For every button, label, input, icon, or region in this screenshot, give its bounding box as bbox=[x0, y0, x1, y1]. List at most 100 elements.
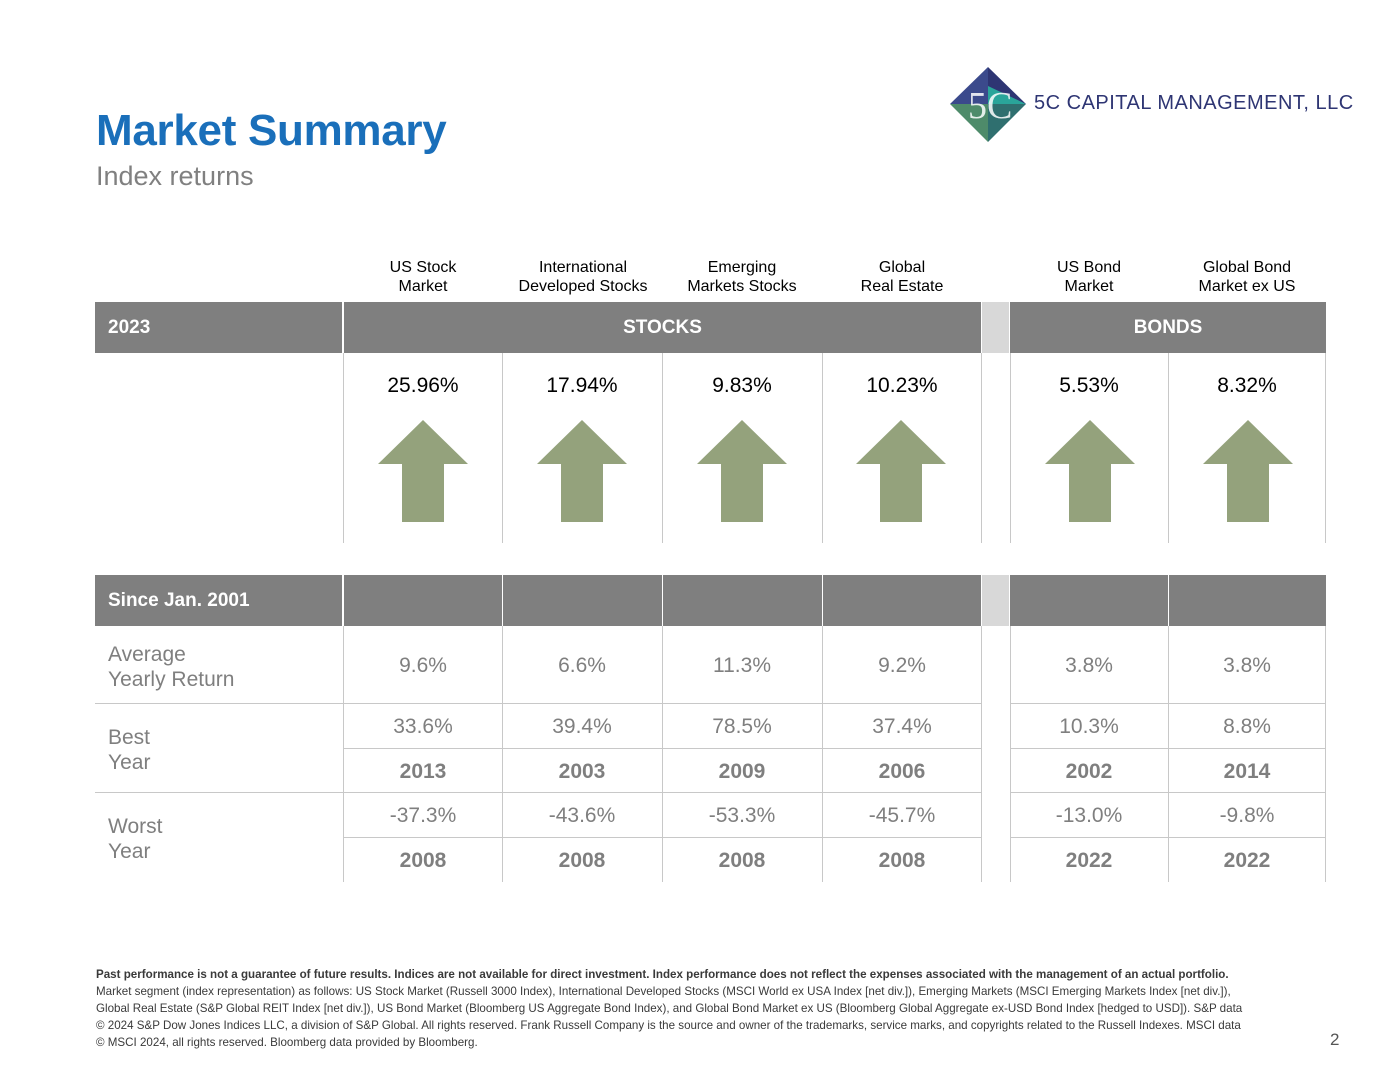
row-label-average: Average Yearly Return bbox=[108, 643, 235, 691]
worst-return-global-bond: -9.8% bbox=[1219, 804, 1275, 827]
divider bbox=[502, 353, 503, 543]
divider bbox=[1325, 626, 1326, 882]
disclaimer-bold-line: Past performance is not a guarantee of f… bbox=[96, 968, 1229, 981]
worst-return-us-stock: -37.3% bbox=[389, 804, 457, 827]
company-name: 5C CAPITAL MANAGEMENT, LLC bbox=[1034, 92, 1354, 114]
worst-return-global-real-estate: -45.7% bbox=[868, 804, 936, 827]
arrow-up-icon bbox=[378, 420, 468, 522]
logo-mark-text: 5C bbox=[968, 85, 1012, 127]
since-band-cell bbox=[503, 575, 662, 626]
best-year-emerging: 2009 bbox=[718, 760, 766, 783]
logo-mark-icon: 5C bbox=[950, 67, 1026, 142]
return-2023-intl-developed: 17.94% bbox=[546, 374, 618, 397]
worst-year-global-real-estate: 2008 bbox=[878, 849, 926, 872]
worst-year-intl-developed: 2008 bbox=[558, 849, 606, 872]
company-logo: 5C 5C CAPITAL MANAGEMENT, LLC bbox=[950, 66, 1353, 144]
row-divider bbox=[343, 748, 981, 749]
since-band-cell bbox=[663, 575, 822, 626]
worst-year-global-bond: 2022 bbox=[1223, 849, 1271, 872]
return-2023-us-bond: 5.53% bbox=[1059, 374, 1119, 397]
divider bbox=[1168, 353, 1169, 543]
divider bbox=[502, 626, 503, 882]
column-header-global-real-estate: Global Real Estate bbox=[860, 259, 944, 295]
column-header-us-bond: US Bond Market bbox=[1056, 259, 1122, 295]
divider bbox=[1010, 353, 1011, 543]
band-gap bbox=[982, 575, 1009, 626]
divider bbox=[343, 353, 344, 543]
best-return-emerging: 78.5% bbox=[712, 715, 772, 738]
row-divider bbox=[1010, 703, 1326, 704]
stocks-band: STOCKS bbox=[344, 302, 981, 353]
best-year-intl-developed: 2003 bbox=[558, 760, 606, 783]
best-return-global-real-estate: 37.4% bbox=[872, 715, 932, 738]
since-band-label: Since Jan. 2001 bbox=[95, 575, 342, 626]
avg-return-us-bond: 3.8% bbox=[1065, 654, 1113, 677]
since-band-cell bbox=[1010, 575, 1168, 626]
divider bbox=[822, 353, 823, 543]
avg-return-emerging: 11.3% bbox=[713, 654, 771, 677]
disclaimer-line: Market segment (index representation) as… bbox=[96, 985, 1231, 998]
best-year-us-bond: 2002 bbox=[1065, 760, 1113, 783]
row-divider bbox=[95, 792, 981, 793]
worst-year-emerging: 2008 bbox=[718, 849, 766, 872]
arrow-up-icon bbox=[537, 420, 627, 522]
divider bbox=[662, 353, 663, 543]
band-gap bbox=[982, 302, 1009, 353]
best-return-us-bond: 10.3% bbox=[1059, 715, 1119, 738]
year-band-label: 2023 bbox=[95, 302, 342, 353]
worst-return-intl-developed: -43.6% bbox=[548, 804, 616, 827]
bonds-band: BONDS bbox=[1010, 302, 1326, 353]
disclaimer: Past performance is not a guarantee of f… bbox=[96, 966, 1256, 1051]
divider bbox=[1325, 353, 1326, 543]
column-header-emerging: Emerging Markets Stocks bbox=[687, 259, 797, 295]
since-band-cell bbox=[1169, 575, 1326, 626]
row-divider bbox=[95, 703, 981, 704]
column-header-us-stock: US Stock Market bbox=[389, 259, 457, 295]
best-year-global-bond: 2014 bbox=[1223, 760, 1271, 783]
return-2023-us-stock: 25.96% bbox=[387, 374, 459, 397]
avg-return-us-stock: 9.6% bbox=[399, 654, 447, 677]
divider bbox=[981, 353, 982, 543]
best-return-us-stock: 33.6% bbox=[393, 715, 453, 738]
return-2023-emerging: 9.83% bbox=[712, 374, 772, 397]
disclaimer-line: © 2024 S&P Dow Jones Indices LLC, a divi… bbox=[96, 1019, 1241, 1032]
arrow-up-icon bbox=[1045, 420, 1135, 522]
avg-return-global-real-estate: 9.2% bbox=[878, 654, 926, 677]
row-label-best: Best Year bbox=[108, 726, 151, 774]
row-divider bbox=[1010, 748, 1326, 749]
page-title: Market Summary bbox=[96, 106, 447, 155]
worst-year-us-bond: 2022 bbox=[1065, 849, 1113, 872]
disclaimer-line: © MSCI 2024, all rights reserved. Bloomb… bbox=[96, 1036, 478, 1049]
divider bbox=[1010, 626, 1011, 882]
row-divider bbox=[343, 837, 981, 838]
divider bbox=[822, 626, 823, 882]
column-header-intl-developed: International Developed Stocks bbox=[518, 259, 648, 295]
row-label-worst: Worst Year bbox=[108, 815, 163, 863]
return-2023-global-real-estate: 10.23% bbox=[866, 374, 938, 397]
row-divider bbox=[1010, 837, 1326, 838]
since-band-cell bbox=[823, 575, 981, 626]
worst-year-us-stock: 2008 bbox=[399, 849, 447, 872]
return-2023-global-bond: 8.32% bbox=[1217, 374, 1277, 397]
worst-return-us-bond: -13.0% bbox=[1055, 804, 1123, 827]
best-return-global-bond: 8.8% bbox=[1223, 715, 1271, 738]
divider bbox=[981, 626, 982, 882]
best-year-global-real-estate: 2006 bbox=[878, 760, 926, 783]
best-return-intl-developed: 39.4% bbox=[552, 715, 612, 738]
since-band-cell bbox=[344, 575, 502, 626]
divider bbox=[1168, 626, 1169, 882]
avg-return-global-bond: 3.8% bbox=[1223, 654, 1271, 677]
disclaimer-line: Global Real Estate (S&P Global REIT Inde… bbox=[96, 1002, 1243, 1015]
row-divider bbox=[1010, 792, 1326, 793]
avg-return-intl-developed: 6.6% bbox=[558, 654, 606, 677]
best-year-us-stock: 2013 bbox=[399, 760, 447, 783]
arrow-up-icon bbox=[856, 420, 946, 522]
divider bbox=[662, 626, 663, 882]
divider bbox=[343, 626, 344, 882]
arrow-up-icon bbox=[1203, 420, 1293, 522]
worst-return-emerging: -53.3% bbox=[708, 804, 776, 827]
page-number: 2 bbox=[1330, 1030, 1340, 1049]
page-subtitle: Index returns bbox=[96, 161, 254, 191]
column-header-global-bond: Global Bond Market ex US bbox=[1198, 259, 1296, 295]
arrow-up-icon bbox=[697, 420, 787, 522]
